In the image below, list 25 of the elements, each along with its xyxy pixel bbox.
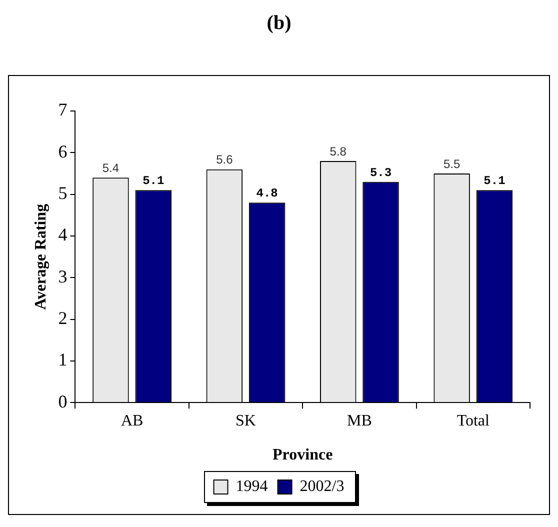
x-axis-title: Province (272, 446, 333, 464)
legend-label: 2002/3 (300, 478, 344, 496)
legend-label: 1994 (236, 478, 268, 496)
data-label: 5.1 (142, 174, 164, 188)
data-label: 5.5 (443, 156, 460, 171)
data-label: 5.4 (102, 160, 120, 175)
y-tick-label: 4 (58, 224, 68, 245)
data-label: 5.8 (330, 144, 347, 158)
data-label: 5.1 (484, 174, 506, 188)
y-tick-label: 6 (58, 141, 68, 162)
y-tick-label: 5 (58, 183, 68, 204)
x-tick-label: MB (346, 412, 372, 430)
data-label: 5.3 (370, 166, 392, 180)
y-tick-label: 1 (58, 350, 68, 370)
y-tick-label: 2 (58, 308, 68, 328)
x-tick-label: SK (236, 412, 256, 430)
chart-title: (b) (266, 12, 292, 34)
data-label: 5.6 (216, 152, 234, 167)
y-tick-label: 3 (58, 266, 68, 286)
data-label: 4.8 (256, 186, 278, 201)
y-axis-title: Average Rating (32, 204, 50, 310)
y-tick-label: 0 (58, 391, 68, 412)
y-tick-label: 7 (58, 100, 68, 120)
x-tick-label: AB (120, 412, 144, 430)
x-tick-label: Total (456, 412, 490, 430)
